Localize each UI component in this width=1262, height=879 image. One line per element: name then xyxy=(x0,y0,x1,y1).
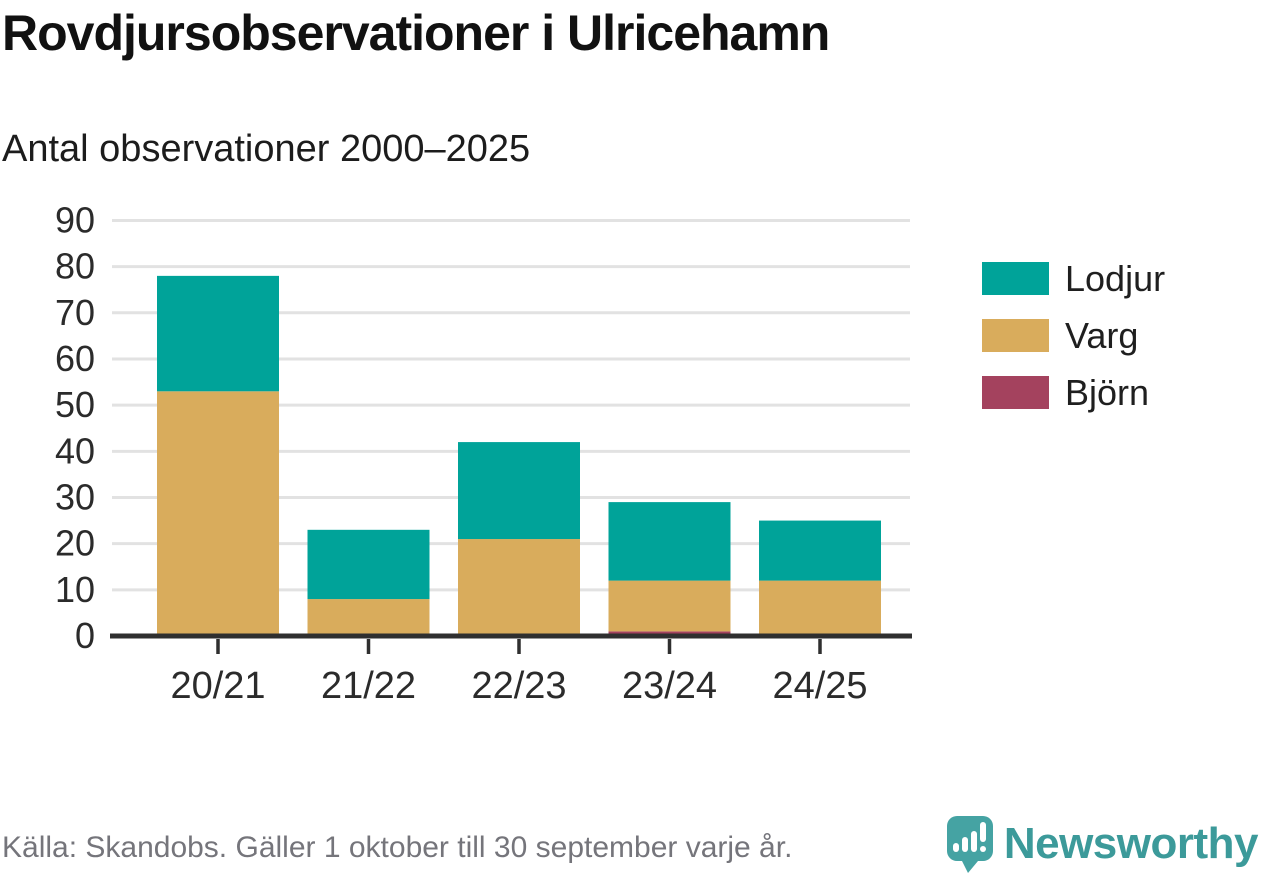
bar-segment-24/25-lodjur xyxy=(759,520,881,581)
y-tick-label-20: 20 xyxy=(55,523,95,564)
newsworthy-bubble-chart-icon xyxy=(946,816,993,873)
bar-segment-22/23-varg xyxy=(458,539,580,636)
legend-swatch-bjorn xyxy=(982,376,1049,409)
legend-swatch-varg xyxy=(982,319,1049,352)
bar-segment-23/24-varg xyxy=(608,580,731,632)
bar-segment-20/21-lodjur xyxy=(157,275,279,392)
chart-subtitle: Antal observationer 2000–2025 xyxy=(2,128,531,170)
y-tick-label-10: 10 xyxy=(55,569,95,610)
y-tick-label-80: 80 xyxy=(55,246,95,287)
stacked-bar-chart: 0 10 20 30 40 50 60 70 80 90 20/21 21/22 22/23 23/24 2… xyxy=(55,199,912,707)
newsworthy-logo: Newsworthy xyxy=(946,815,1259,873)
legend-item-lodjur: Lodjur xyxy=(982,258,1166,299)
x-tick-label-20/21: 20/21 xyxy=(170,665,265,707)
x-tick-label-22/23: 22/23 xyxy=(471,665,566,707)
y-tick-label-40: 40 xyxy=(55,430,95,471)
y-tick-label-70: 70 xyxy=(55,292,95,333)
x-tick-label-24/25: 24/25 xyxy=(772,665,867,707)
bar-segment-21/22-lodjur xyxy=(307,529,430,600)
bar-segment-23/24-lodjur xyxy=(608,502,731,581)
legend-swatch-lodjur xyxy=(982,262,1049,295)
legend-label-bjorn: Björn xyxy=(1065,372,1150,413)
legend-label-varg: Varg xyxy=(1065,315,1139,356)
x-tick-label-21/22: 21/22 xyxy=(321,665,416,707)
bar-segment-24/25-varg xyxy=(759,580,881,636)
legend-item-varg: Varg xyxy=(982,315,1165,356)
footer: Källa: Skandobs. Gäller 1 oktober till 3… xyxy=(0,815,1262,873)
legend: Lodjur Varg Björn xyxy=(982,258,1166,413)
y-tick-label-90: 90 xyxy=(55,199,95,240)
x-tick-label-23/24: 23/24 xyxy=(622,665,717,707)
bar-segment-21/22-varg xyxy=(307,599,430,636)
y-tick-label-60: 60 xyxy=(55,338,95,379)
legend-item-bjorn: Björn xyxy=(982,372,1165,413)
y-tick-label-30: 30 xyxy=(55,476,95,517)
bar-segment-22/23-lodjur xyxy=(458,442,580,540)
source-note: Källa: Skandobs. Gäller 1 oktober till 3… xyxy=(2,831,793,864)
newsworthy-wordmark: Newsworthy xyxy=(1003,819,1259,868)
chart-title: Rovdjursobservationer i Ulricehamn xyxy=(2,5,830,61)
legend-label-lodjur: Lodjur xyxy=(1065,258,1166,299)
y-tick-label-50: 50 xyxy=(55,384,95,425)
y-tick-label-0: 0 xyxy=(75,615,95,656)
bar-segment-20/21-varg xyxy=(157,391,279,636)
